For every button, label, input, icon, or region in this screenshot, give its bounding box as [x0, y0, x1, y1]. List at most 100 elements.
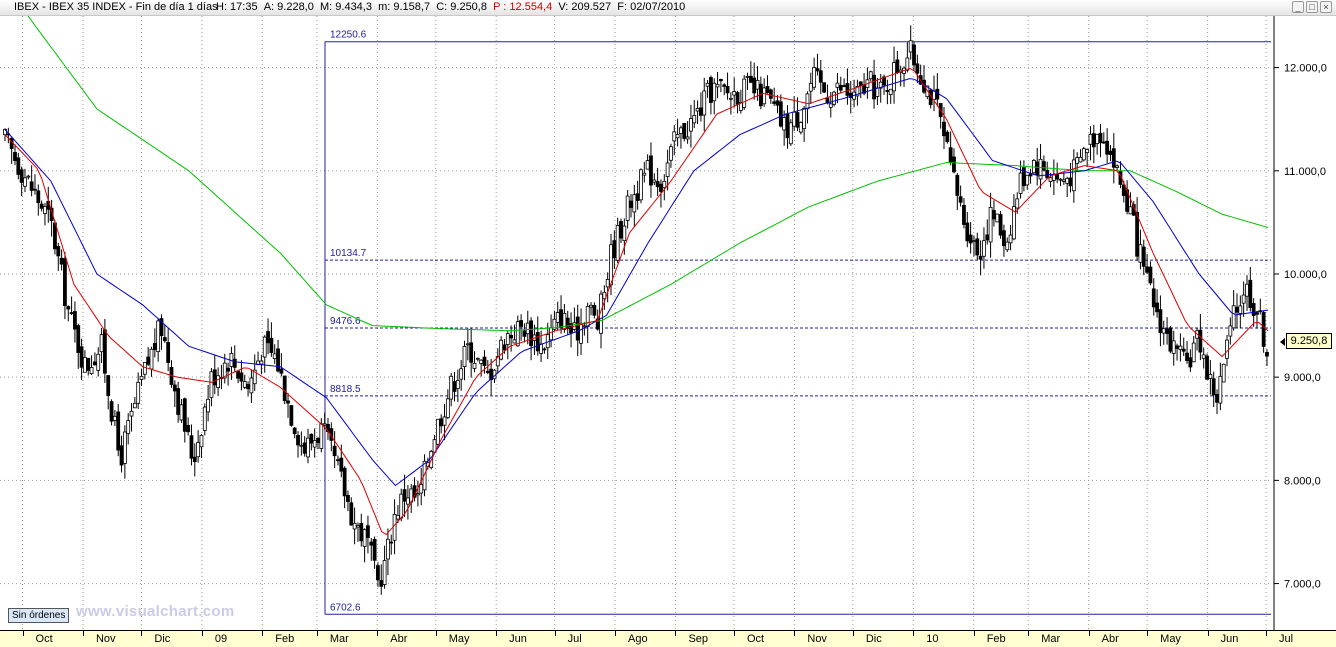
candle-body [855, 86, 860, 97]
time-tick [435, 631, 437, 636]
price-tick-label: 12.000,0 [1284, 63, 1327, 75]
candle-body [176, 388, 181, 415]
candle-body [475, 357, 480, 360]
candle-body [405, 497, 410, 505]
time-tick [852, 631, 854, 636]
candle-body [615, 225, 620, 261]
candle-body [772, 101, 777, 104]
price-chart[interactable]: 12250.6 10134.7 9476.6 8818.5 6702.6 12.000,… [0, 16, 1336, 630]
candle-body [552, 318, 557, 330]
candle-body [93, 361, 97, 366]
candle-body [396, 514, 400, 520]
candle-body [762, 87, 767, 105]
time-tick [1028, 631, 1030, 636]
candle-body [1228, 325, 1233, 337]
fib-level-label: 8818.5 [330, 384, 361, 395]
candle-body [728, 97, 733, 100]
sin-ordenes-button[interactable]: Sin órdenes [8, 608, 70, 623]
candle-body [1168, 327, 1173, 352]
candle-body [995, 213, 1000, 223]
candle-body [319, 423, 324, 449]
candle-body [499, 339, 504, 360]
candle-body [296, 435, 300, 446]
candle-body [1111, 148, 1116, 168]
candle-body [322, 423, 327, 426]
candle-body [109, 401, 114, 422]
candle-body [202, 406, 207, 431]
candle-body [875, 87, 880, 97]
candle-body [832, 91, 837, 105]
candle-body [1041, 161, 1046, 171]
candle-body [955, 174, 960, 196]
candle-body [349, 502, 354, 526]
time-tick [973, 631, 975, 636]
candle-body [1198, 329, 1203, 353]
candle-body [792, 111, 797, 127]
candle-body [389, 541, 394, 544]
volume-value: V: 209.527 [558, 1, 612, 13]
candle-body [682, 123, 687, 139]
moving-averages [4, 16, 1269, 536]
candle-body [555, 312, 560, 323]
candle-body [775, 100, 780, 106]
price-axis[interactable]: 12.000,0 11.000,0 10.000,0 9.000,0 8.000,0 7.… [1273, 16, 1327, 630]
candle-body [102, 329, 107, 374]
candle-body [366, 525, 370, 538]
time-tick-label: 10 [926, 633, 939, 645]
candle-body [818, 70, 823, 83]
candle-body [542, 348, 547, 351]
candle-body [66, 306, 71, 310]
candle-body [3, 128, 7, 136]
candle-body [675, 134, 680, 139]
candle-body [112, 415, 117, 421]
candle-body [782, 117, 787, 131]
window-buttons: _ □ × [1292, 1, 1332, 13]
candle-body [142, 362, 147, 375]
price-tick-label: 11.000,0 [1284, 166, 1326, 178]
instrument-title: IBEX - IBEX 35 INDEX - Fin de día 1 días [14, 1, 218, 13]
candle-body [778, 101, 783, 127]
low-value: m: 9.158,7 [378, 1, 431, 13]
candle-body [262, 336, 267, 358]
fib-level-label: 9476.6 [330, 316, 361, 327]
candle-body [1205, 355, 1209, 380]
time-tick-label: Oct [35, 633, 53, 645]
candle-body [239, 372, 244, 382]
candle-body [1065, 177, 1070, 184]
candle-body [226, 367, 230, 372]
candle-body [872, 74, 876, 100]
candle-body [339, 457, 344, 472]
candle-body [788, 122, 793, 145]
p-value: P : 12.554,4 [493, 1, 553, 13]
chart-titlebar: IBEX - IBEX 35 INDEX - Fin de día 1 días… [0, 0, 1336, 16]
time-tick [1207, 631, 1209, 636]
open-value: A: 9.228,0 [263, 1, 314, 13]
candle-body [419, 484, 424, 494]
candle-body [1095, 133, 1100, 144]
candle-body [972, 240, 976, 243]
candle-body [356, 525, 360, 528]
candle-body [1155, 302, 1159, 313]
candle-body [722, 84, 727, 87]
maximize-button[interactable]: □ [1306, 1, 1318, 13]
candle-body [362, 529, 367, 547]
candle-body [482, 356, 487, 367]
candle-body [998, 214, 1003, 236]
time-axis[interactable]: Oct Nov Dic 09 Feb Mar Abr May Jun Jul Ago Sep Oct No… [0, 630, 1336, 647]
candle-body [1251, 303, 1256, 316]
candle-body [1045, 170, 1050, 179]
candle-body [805, 93, 810, 110]
candle-body [196, 442, 201, 458]
candle-body [745, 75, 750, 78]
minimize-button[interactable]: _ [1292, 1, 1304, 13]
candle-body [445, 398, 450, 418]
candlestick-series [3, 25, 1269, 595]
time-tick-label: May [1160, 633, 1181, 645]
candle-body [669, 146, 673, 161]
candle-body [942, 121, 946, 137]
close-button[interactable]: × [1320, 1, 1332, 13]
candle-body [842, 85, 846, 87]
candle-body [952, 156, 956, 173]
price-tick-label: 8.000,0 [1284, 475, 1321, 487]
candle-body [309, 433, 314, 444]
